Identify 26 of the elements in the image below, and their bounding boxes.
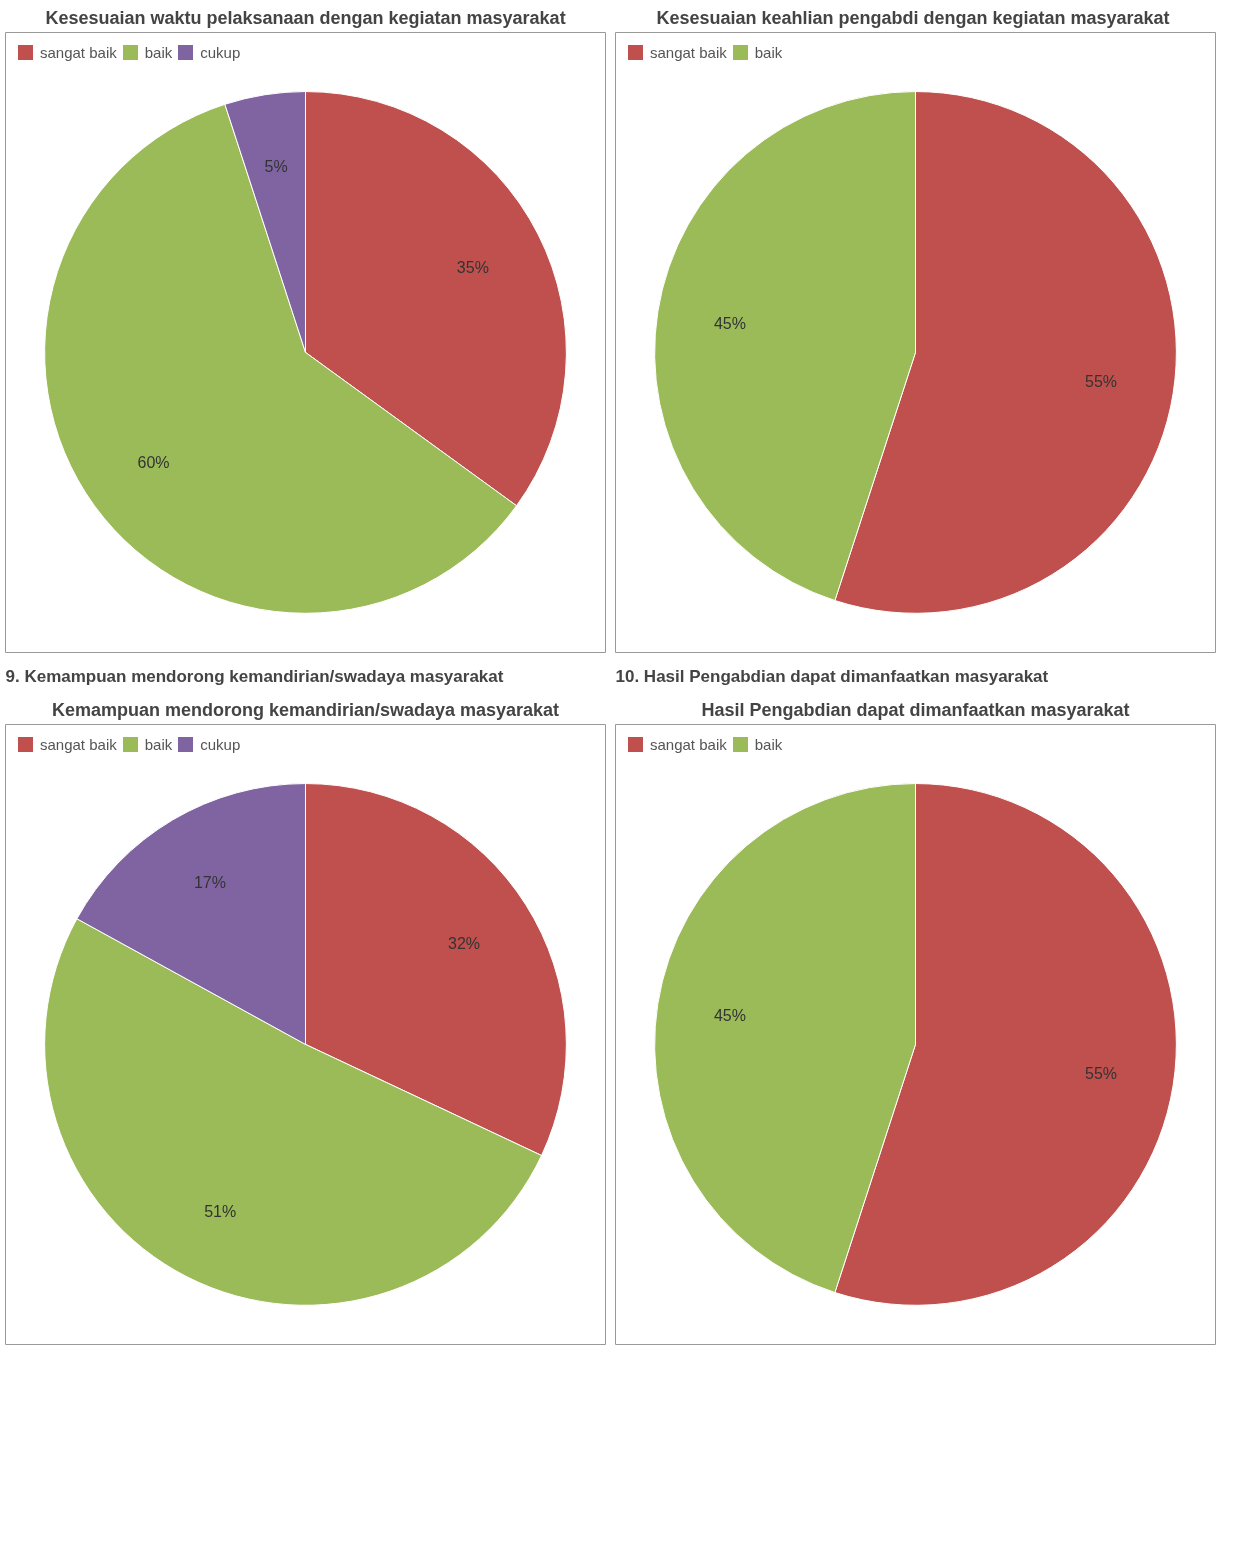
data-label: 5% [264, 158, 288, 176]
legend-label: baik [754, 43, 783, 61]
data-label: 60% [137, 454, 170, 472]
chart-title: Kesesuaian waktu pelaksanaan dengan kegiatan masyarakat [45, 7, 566, 28]
chart-title: Hasil Pengabdian dapat dimanfaatkan masyarakat [701, 699, 1130, 720]
legend-label: sangat baik [650, 43, 727, 61]
data-label: 17% [193, 874, 226, 892]
legend-label: sangat baik [40, 43, 117, 61]
text: 9. Kemampuan mendorong kemandirian/swadaya masyarakat [5, 666, 504, 686]
data-label: 55% [1085, 373, 1118, 391]
legend-label: baik [144, 43, 173, 61]
legend-label: baik [144, 735, 173, 753]
data-label: 45% [713, 314, 747, 332]
data-label: 55% [1085, 1065, 1118, 1083]
legend-label: sangat baik [650, 735, 727, 753]
data-label: 45% [713, 1006, 747, 1024]
data-label: 51% [204, 1203, 237, 1221]
chart-title: Kemampuan mendorong kemandirian/swadaya masyarakat [51, 699, 560, 720]
legend-label: baik [754, 735, 783, 753]
legend-label: sangat baik [40, 735, 117, 753]
data-label: 35% [456, 258, 489, 276]
chart-title: Kesesuaian keahlian pengabdi dengan kegiatan masyarakat [656, 7, 1170, 28]
legend-label: cukup [200, 43, 241, 61]
text: 10. Hasil Pengabdian dapat dimanfaatkan masyarakat [615, 666, 1049, 686]
data-label: 32% [448, 935, 481, 953]
legend-label: cukup [200, 735, 241, 753]
